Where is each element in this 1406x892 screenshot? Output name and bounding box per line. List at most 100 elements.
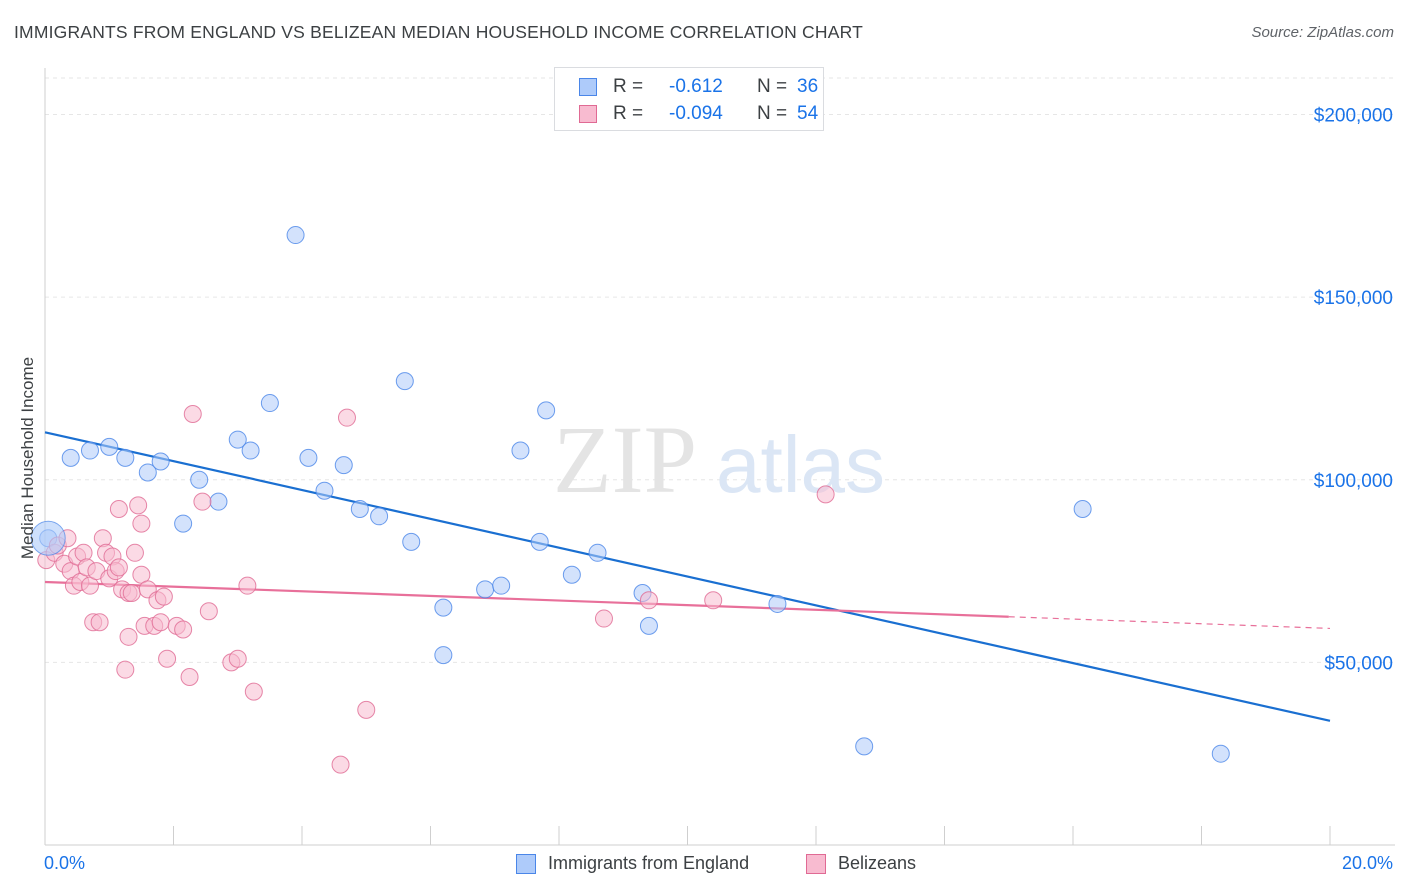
belizean-point xyxy=(93,529,112,548)
belizean-point xyxy=(132,514,151,533)
belizean-point xyxy=(193,492,212,511)
belizean-point xyxy=(116,660,135,679)
y-tick-label: $200,000 xyxy=(1314,106,1393,127)
england-point xyxy=(1073,499,1092,518)
england-point xyxy=(350,499,369,518)
england-point xyxy=(260,394,279,413)
england-point xyxy=(228,430,247,449)
y-tick-label: $100,000 xyxy=(1314,471,1393,492)
legend-swatch-england xyxy=(516,854,536,874)
belizean-point xyxy=(704,591,723,610)
england-point xyxy=(174,514,193,533)
england-point xyxy=(855,737,874,756)
stats-swatch-england xyxy=(579,78,597,96)
england-point xyxy=(286,226,305,245)
belizean-point xyxy=(125,543,144,562)
england-point xyxy=(334,456,353,475)
england-point xyxy=(588,543,607,562)
england-point xyxy=(241,441,260,460)
belizean-point xyxy=(109,558,128,577)
belizean-point xyxy=(639,591,658,610)
stats-n-value: 54 xyxy=(797,103,819,124)
legend-label-england: Immigrants from England xyxy=(548,853,750,873)
england-point xyxy=(434,646,453,665)
chart-source: Source: ZipAtlas.com xyxy=(1251,24,1394,41)
england-point xyxy=(768,594,787,613)
belizean-trend-line xyxy=(44,580,1009,618)
england-point xyxy=(434,598,453,617)
belizean-point xyxy=(594,609,613,628)
belizean-point xyxy=(199,602,218,621)
y-tick-label: $150,000 xyxy=(1314,288,1393,309)
belizean-point xyxy=(337,408,356,427)
y-axis-label: Median Household Income xyxy=(18,356,37,560)
x-tick-label-max: 20.0% xyxy=(1342,853,1393,873)
england-point xyxy=(138,463,157,482)
y-tick-label: $50,000 xyxy=(1324,653,1393,674)
belizean-point xyxy=(183,405,202,424)
england-point xyxy=(562,565,581,584)
belizean-point xyxy=(151,613,170,632)
belizean-trend-extension xyxy=(1008,616,1331,630)
belizean-point xyxy=(357,700,376,719)
tick-labels: $50,000 $100,000 $150,000 $200,000 0.0% 20.0% xyxy=(44,106,1393,873)
belizean-point xyxy=(90,613,109,632)
stats-n-label: N = xyxy=(757,76,788,97)
legend-swatch-belizeans xyxy=(806,854,826,874)
england-point xyxy=(61,448,80,467)
belizean-point xyxy=(122,583,141,602)
belizean-point xyxy=(228,649,247,668)
england-point xyxy=(492,576,511,595)
england-point xyxy=(402,532,421,551)
stats-r-label: R = xyxy=(613,103,644,124)
england-point xyxy=(151,452,170,471)
chart-legend: Immigrants from England Belizeans xyxy=(0,852,1406,878)
stats-box: R = -0.612 N = 36 R = -0.094 N = 54 xyxy=(554,67,824,131)
england-point xyxy=(190,470,209,489)
legend-label-belizeans: Belizeans xyxy=(838,853,917,873)
stats-n-label: N = xyxy=(757,103,788,124)
belizean-point xyxy=(174,620,193,639)
stats-r-label: R = xyxy=(613,76,644,97)
belizean-point xyxy=(109,499,128,518)
belizean-point xyxy=(129,496,148,515)
stats-r-value: -0.094 xyxy=(669,103,723,124)
stats-swatch-belizeans xyxy=(579,105,597,123)
belizean-point xyxy=(158,649,177,668)
belizean-point xyxy=(816,485,835,504)
stats-r-value: -0.612 xyxy=(669,76,723,97)
england-point xyxy=(80,441,99,460)
data-points xyxy=(30,226,1230,774)
england-point xyxy=(370,507,389,526)
england-point xyxy=(116,448,135,467)
trend-lines xyxy=(44,431,1331,722)
axes xyxy=(44,68,1395,846)
watermark-atlas: atlas xyxy=(716,420,885,509)
england-point xyxy=(537,401,556,420)
england-point xyxy=(639,616,658,635)
stats-n-value: 36 xyxy=(797,76,819,97)
belizean-point xyxy=(180,667,199,686)
belizean-point xyxy=(244,682,263,701)
belizean-point xyxy=(74,543,93,562)
england-point xyxy=(511,441,530,460)
england-point xyxy=(315,481,334,500)
chart-title: IMMIGRANTS FROM ENGLAND VS BELIZEAN MEDI… xyxy=(14,22,864,42)
belizean-point xyxy=(331,755,350,774)
grid-lines xyxy=(45,77,1395,663)
england-point xyxy=(1211,744,1230,763)
x-tick-label-min: 0.0% xyxy=(44,853,85,873)
england-point xyxy=(476,580,495,599)
belizean-point xyxy=(119,627,138,646)
england-point xyxy=(100,437,119,456)
watermark-zip: ZIP xyxy=(553,406,697,513)
watermark: ZIP atlas xyxy=(553,406,885,513)
england-trend-line xyxy=(44,431,1331,722)
england-point xyxy=(530,532,549,551)
belizean-point xyxy=(238,576,257,595)
england-point xyxy=(209,492,228,511)
england-point xyxy=(395,372,414,391)
england-point xyxy=(299,448,318,467)
england-point-large xyxy=(30,520,66,556)
